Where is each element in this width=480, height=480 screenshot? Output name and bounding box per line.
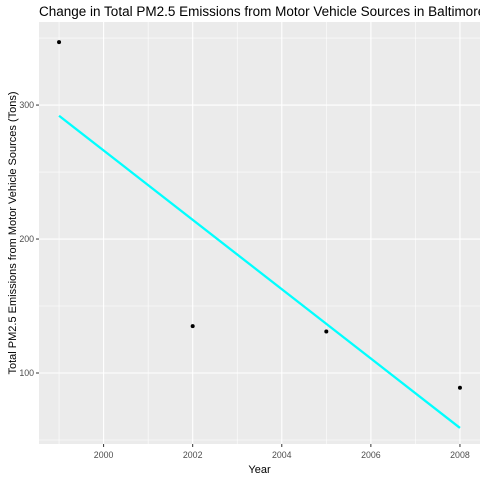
- trend-layer: [58, 114, 461, 429]
- grid-major: [39, 22, 480, 444]
- x-tick-label: 2004: [272, 450, 292, 460]
- x-tick-label: 2000: [94, 450, 114, 460]
- trend-line: [58, 114, 461, 429]
- x-axis: 2000 2002 2004 2006 2008: [94, 444, 470, 460]
- y-axis: 100 200 300: [19, 100, 39, 378]
- points-layer: [57, 40, 462, 390]
- plot-panel: [39, 22, 480, 444]
- x-tick-label: 2008: [450, 450, 470, 460]
- chart-title: Change in Total PM2.5 Emissions from Mot…: [39, 4, 480, 19]
- grid-minor: [39, 22, 480, 444]
- y-tick-label: 100: [19, 368, 34, 378]
- x-tick-label: 2002: [183, 450, 203, 460]
- x-tick-label: 2006: [361, 450, 381, 460]
- data-point: [190, 324, 195, 329]
- y-axis-label: Total PM2.5 Emissions from Motor Vehicle…: [7, 91, 19, 374]
- y-tick-label: 300: [19, 100, 34, 110]
- data-point: [57, 40, 62, 45]
- data-point: [457, 385, 462, 390]
- x-axis-label: Year: [248, 464, 271, 476]
- data-point: [324, 329, 329, 334]
- y-tick-label: 200: [19, 234, 34, 244]
